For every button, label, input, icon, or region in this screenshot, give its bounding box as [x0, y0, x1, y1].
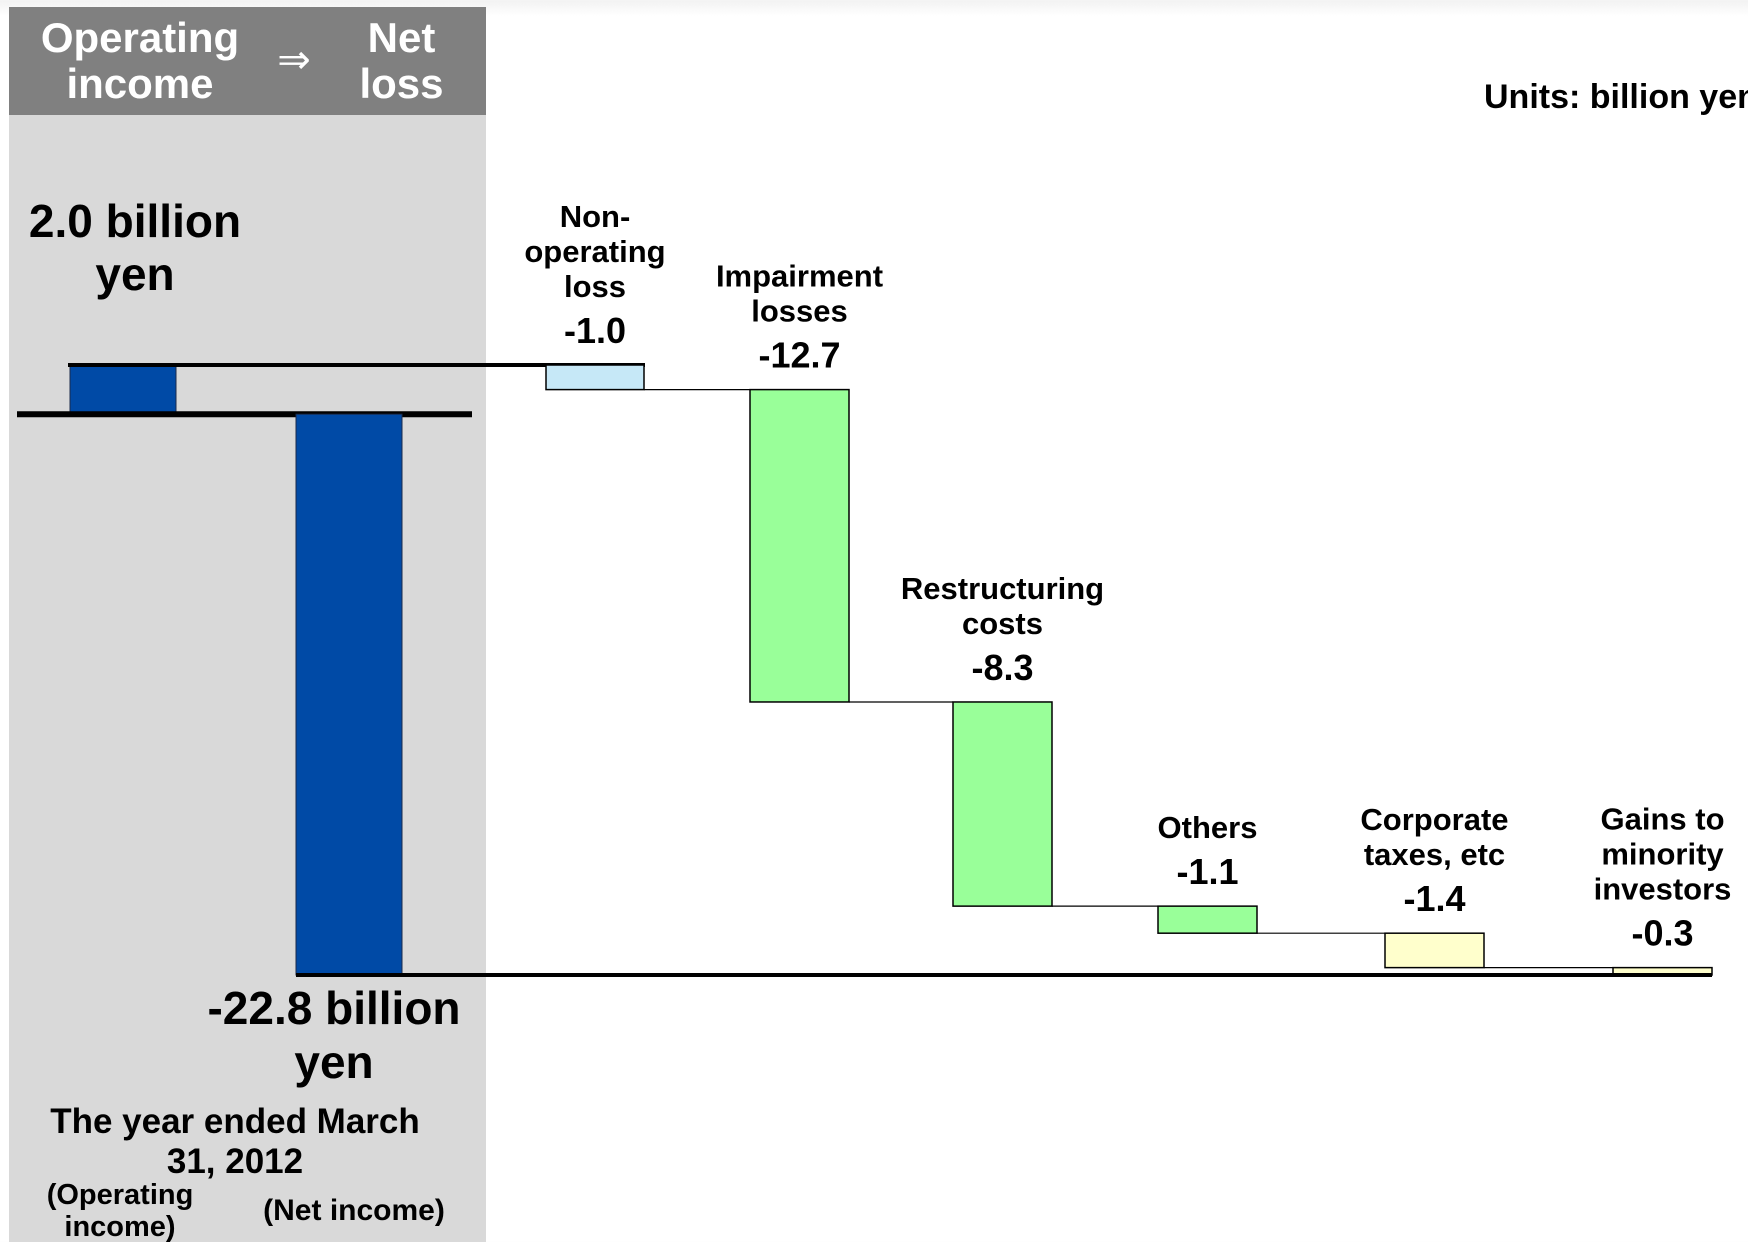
category-label-4: Others: [1158, 810, 1258, 845]
value-label-4: -1.1: [1176, 851, 1238, 892]
waterfall-bar-1: [545, 364, 645, 391]
value-label-5: -1.4: [1403, 878, 1465, 919]
category-label-3: Restructuring costs: [901, 571, 1104, 641]
end-category-label: (Net income): [263, 1194, 445, 1227]
value-label-1: -1.0: [564, 310, 626, 351]
period-label: The year ended March 31, 2012: [50, 1102, 420, 1181]
start-category-label: (Operating income): [47, 1179, 194, 1242]
end-value-label: -22.8 billion yen: [207, 982, 460, 1088]
header-operating-income-label: Operating income: [40, 14, 240, 107]
waterfall-bar-5: [1384, 932, 1485, 969]
header-arrow-icon: ⇒: [277, 37, 311, 83]
category-label-5: Corporate taxes, etc: [1360, 802, 1508, 872]
header-box: Operating income ⇒ Net loss: [9, 7, 486, 115]
start-value-label: 2.0 billion yen: [29, 195, 241, 300]
start-bar-operating-income: [69, 364, 177, 415]
category-label-6: Gains to minority investors: [1594, 802, 1732, 907]
waterfall-bar-3: [952, 701, 1053, 907]
units-label: Units: billion yen: [1484, 78, 1748, 116]
left-summary-panel: [9, 115, 486, 1242]
waterfall-bar-4: [1157, 905, 1258, 934]
value-label-6: -0.3: [1631, 913, 1693, 954]
waterfall-bar-2: [749, 388, 850, 703]
category-label-2: Impairment losses: [716, 259, 883, 329]
value-label-2: -12.7: [758, 335, 840, 376]
category-label-1: Non-operating loss: [524, 199, 665, 304]
value-label-3: -8.3: [971, 647, 1033, 688]
end-bar-net-income: [295, 413, 403, 976]
header-net-loss-label: Net loss: [359, 14, 444, 107]
